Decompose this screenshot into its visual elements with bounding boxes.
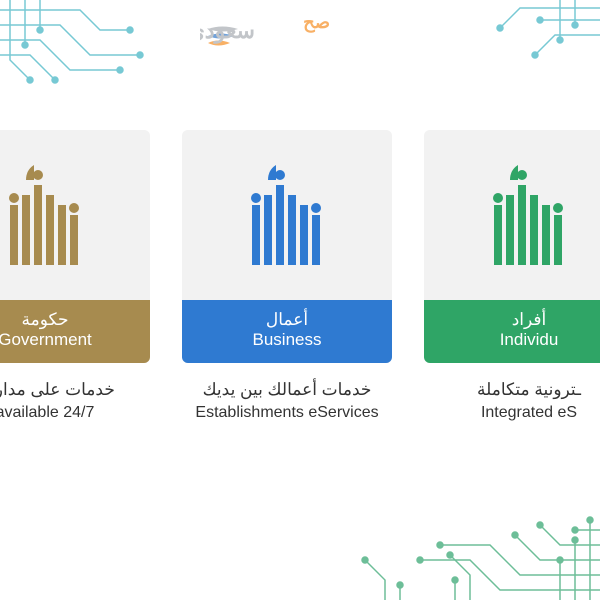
card-banner-individuals: أفراد Individu <box>424 300 600 363</box>
desc-ar: خدمات على مدار الـ <box>0 380 150 400</box>
card-title-en: Individu <box>424 330 600 350</box>
card-individuals[interactable]: أفراد Individu <box>424 130 600 363</box>
card-business[interactable]: أعمال Business <box>182 130 392 363</box>
desc-en: available 24/7 <box>0 404 150 422</box>
desc-government: خدمات على مدار الـ available 24/7 <box>0 380 150 422</box>
card-banner-government: حكومة Government <box>0 300 150 363</box>
watermark-text-ar: سعودي <box>200 18 255 44</box>
desc-en: Integrated eS <box>424 404 600 422</box>
desc-business: خدمات أعمالك بين يديك Establishments eSe… <box>182 380 392 422</box>
absher-icon-government <box>0 130 150 300</box>
desc-en: Establishments eServices <box>182 404 392 422</box>
card-title-en: Business <box>182 330 392 350</box>
desc-individuals: ـترونية متكاملة Integrated eS <box>424 380 600 422</box>
card-title-ar: حكومة <box>0 310 150 330</box>
card-descriptions-row: خدمات على مدار الـ available 24/7 خدمات … <box>0 380 600 422</box>
site-watermark-logo: سعودي صح <box>200 8 380 58</box>
card-title-ar: أعمال <box>182 310 392 330</box>
circuit-decoration-bottom <box>0 460 600 600</box>
card-title-ar: أفراد <box>424 310 600 330</box>
desc-ar: خدمات أعمالك بين يديك <box>182 380 392 400</box>
absher-icon-individuals <box>424 130 600 300</box>
desc-ar: ـترونية متكاملة <box>424 380 600 400</box>
card-title-en: Government <box>0 330 150 350</box>
service-cards-row: حكومة Government <box>0 130 600 363</box>
card-banner-business: أعمال Business <box>182 300 392 363</box>
watermark-text-orange: صح <box>303 12 330 33</box>
card-government[interactable]: حكومة Government <box>0 130 150 363</box>
absher-icon-business <box>182 130 392 300</box>
